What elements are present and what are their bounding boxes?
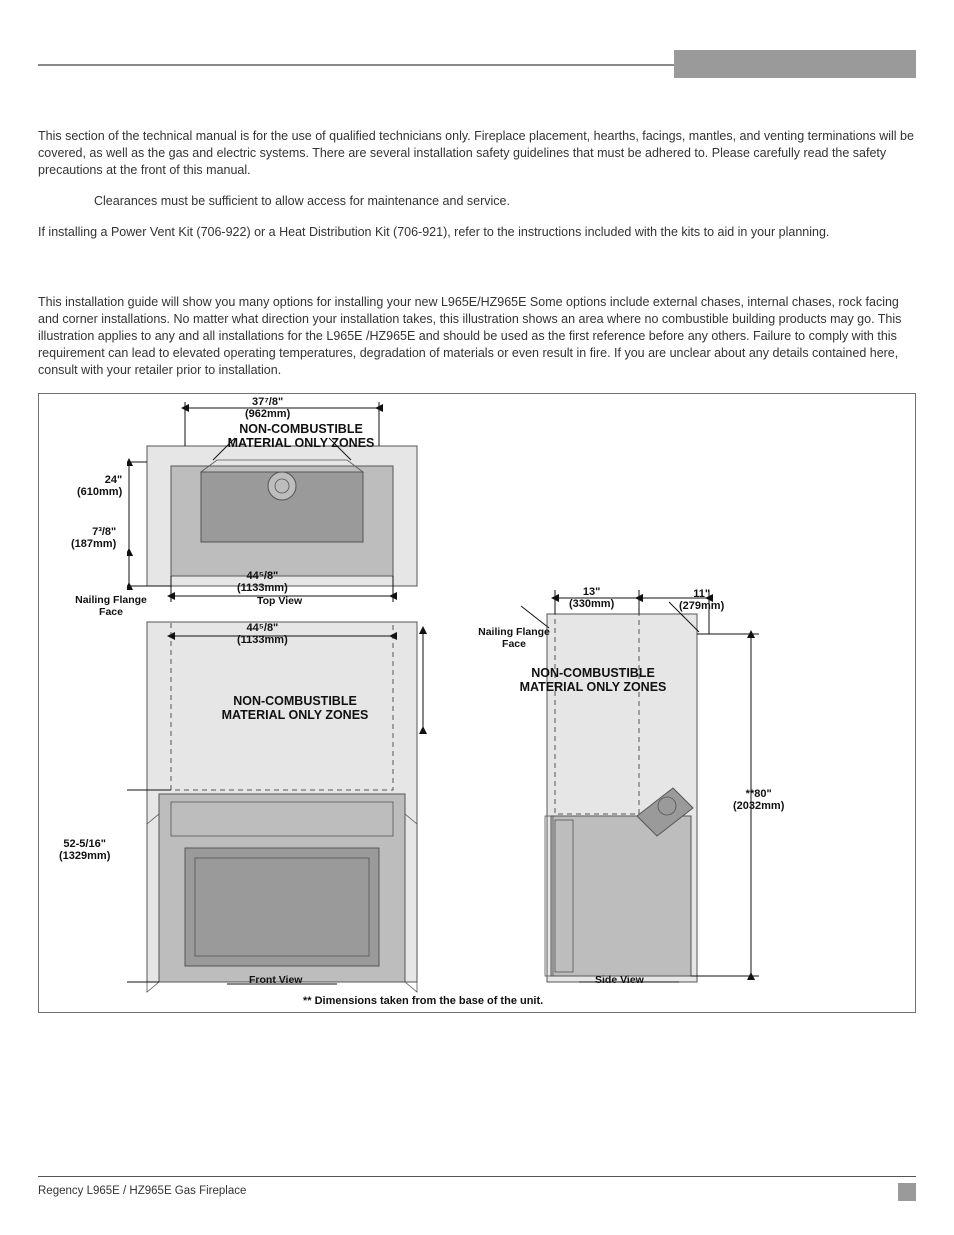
footer-page-box	[898, 1183, 916, 1201]
side-view-label: Side View	[595, 974, 644, 986]
dim-11: 11"(279mm)	[679, 588, 724, 613]
header-bar	[38, 38, 916, 68]
intro-paragraph-1: This section of the technical manual is …	[38, 128, 916, 179]
dim-80: **80"(2032mm)	[733, 788, 784, 813]
footer-product-name: Regency L965E / HZ965E Gas Fireplace	[38, 1184, 246, 1200]
dim-44-5-8-a: 44⁵/8"(1133mm)	[237, 570, 288, 595]
dim-13: 13"(330mm)	[569, 586, 614, 611]
nailing-flange-right: Nailing FlangeFace	[459, 626, 569, 650]
dim-37-7-8: 37⁷/8"(962mm)	[245, 396, 290, 421]
front-view-label: Front View	[249, 974, 302, 986]
clearance-diagram: 37⁷/8"(962mm) NON-COMBUSTIBLEMATERIAL ON…	[38, 393, 916, 1013]
intro-paragraph-2: If installing a Power Vent Kit (706-922)…	[38, 224, 916, 241]
zone-label-side: NON-COMBUSTIBLEMATERIAL ONLY ZONES	[493, 666, 693, 695]
diagram-footnote: ** Dimensions taken from the base of the…	[303, 994, 543, 1009]
dim-44-5-8-b: 44⁵/8"(1133mm)	[237, 622, 288, 647]
dim-7-3-8: 7³/8"(187mm)	[71, 526, 116, 551]
dim-52-5-16: 52-5/16"(1329mm)	[59, 838, 110, 863]
zone-label-front: NON-COMBUSTIBLEMATERIAL ONLY ZONES	[195, 694, 395, 723]
page-footer: Regency L965E / HZ965E Gas Fireplace	[38, 1176, 916, 1201]
front-view-drawing	[127, 618, 437, 996]
zone-label-top: NON-COMBUSTIBLEMATERIAL ONLY ZONES	[211, 422, 391, 451]
top-view-label: Top View	[257, 595, 302, 607]
header-tab	[674, 50, 916, 78]
guide-paragraph: This installation guide will show you ma…	[38, 294, 916, 378]
nailing-flange-left: Nailing FlangeFace	[65, 594, 157, 618]
dim-24: 24"(610mm)	[77, 474, 122, 499]
clearance-note: Clearances must be sufficient to allow a…	[94, 193, 916, 210]
